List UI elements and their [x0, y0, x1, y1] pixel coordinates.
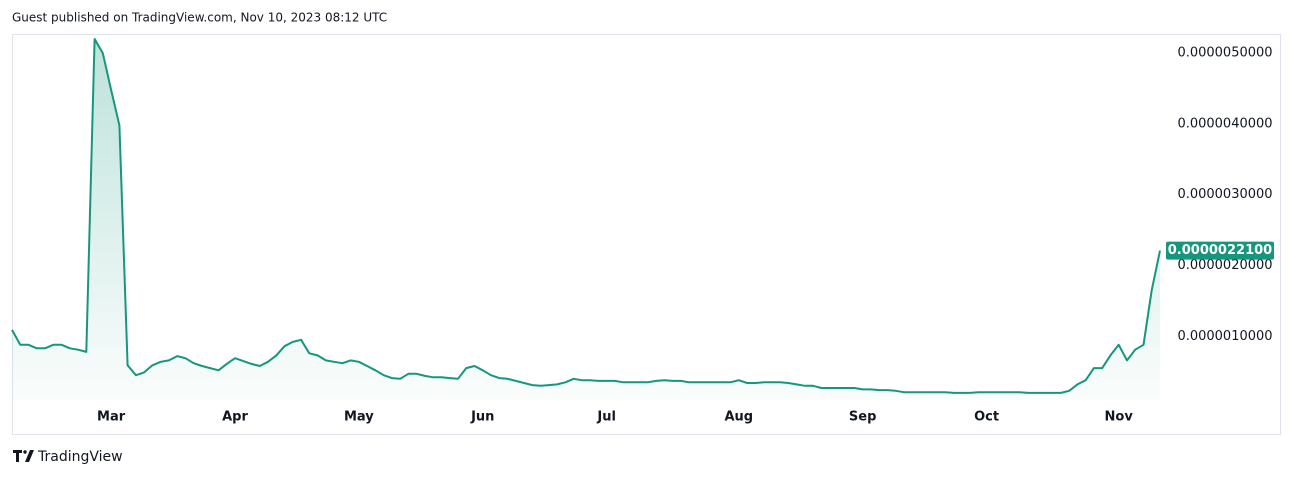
- chart-title: Guest published on TradingView.com, Nov …: [12, 11, 387, 25]
- x-tick-label: Apr: [222, 410, 248, 425]
- y-tick-label: 0.0000010000: [1177, 329, 1272, 344]
- y-tick-label: 0.0000020000: [1177, 258, 1272, 273]
- price-label-box: [1166, 241, 1274, 260]
- price-line: [11, 38, 1161, 394]
- y-tick-label: 0.0000040000: [1177, 116, 1272, 131]
- x-tick-label: Oct: [974, 410, 999, 425]
- y-tick-label: 0.0000050000: [1177, 46, 1272, 61]
- x-tick-label: Mar: [97, 410, 126, 425]
- y-tick-label: 0.0000030000: [1177, 187, 1272, 202]
- x-tick-label: Sep: [849, 410, 877, 425]
- brand-name: TradingView: [37, 449, 123, 465]
- x-tick-label: Aug: [724, 410, 753, 425]
- x-tick-label: May: [344, 410, 374, 425]
- price-label: 0.0000022100: [1168, 243, 1272, 258]
- brand-logo: [13, 450, 34, 462]
- chart-frame: [12, 34, 1281, 435]
- x-tick-label: Jul: [596, 410, 616, 425]
- x-tick-label: Jun: [470, 410, 494, 425]
- area-fill: [12, 39, 1160, 400]
- x-tick-label: Nov: [1105, 410, 1134, 425]
